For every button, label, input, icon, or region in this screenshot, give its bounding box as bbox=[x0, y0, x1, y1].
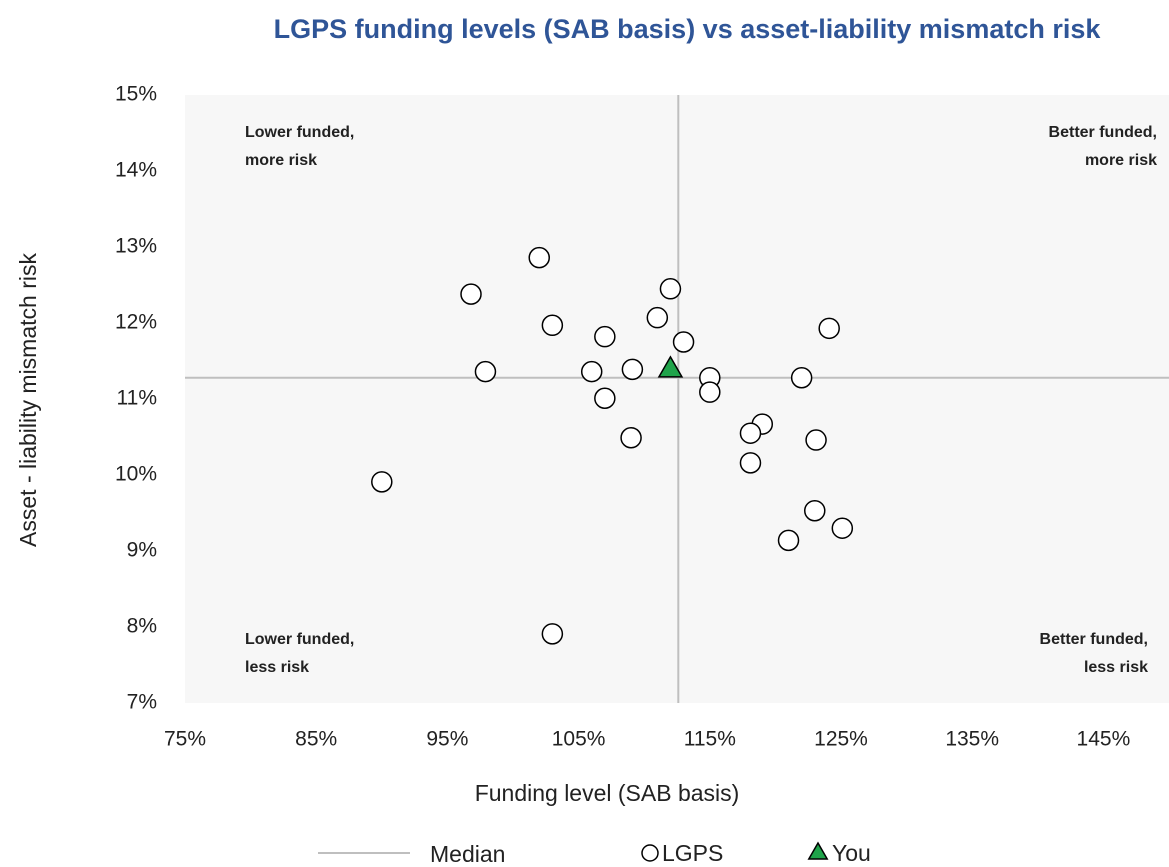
legend-label: You bbox=[832, 840, 871, 866]
data-point bbox=[621, 358, 644, 381]
data-point bbox=[739, 422, 762, 444]
y-tick-label: 10% bbox=[115, 463, 157, 486]
data-point bbox=[541, 314, 564, 337]
y-tick-label: 8% bbox=[127, 615, 157, 638]
x-tick-label: 115% bbox=[684, 728, 736, 751]
x-tick-label: 105% bbox=[552, 728, 606, 751]
quadrant-label: Better funded, bbox=[1040, 631, 1148, 648]
data-point bbox=[777, 529, 800, 552]
x-axis-label: Funding level (SAB basis) bbox=[475, 780, 740, 806]
x-tick-label: 135% bbox=[945, 728, 999, 751]
legend-label: LGPS bbox=[662, 840, 723, 866]
data-point bbox=[460, 283, 482, 305]
y-tick-label: 11% bbox=[117, 387, 157, 410]
data-point bbox=[659, 278, 682, 300]
data-point bbox=[805, 429, 827, 451]
quadrant-label: less risk bbox=[245, 659, 309, 676]
legend-marker bbox=[641, 844, 659, 862]
data-point bbox=[594, 325, 616, 348]
x-tick-label: 145% bbox=[1077, 728, 1131, 751]
y-axis-label: Asset - liability mismatch risk bbox=[15, 253, 41, 547]
data-point bbox=[739, 452, 762, 474]
y-tick-label: 13% bbox=[115, 235, 157, 258]
data-point bbox=[580, 360, 603, 383]
quadrant-label: more risk bbox=[245, 152, 317, 169]
data-point bbox=[371, 471, 393, 493]
legend-marker bbox=[807, 841, 829, 860]
data-point bbox=[594, 387, 616, 409]
data-point bbox=[699, 381, 721, 403]
chart-title: LGPS funding levels (SAB basis) vs asset… bbox=[274, 14, 1102, 44]
data-point bbox=[672, 331, 695, 353]
quadrant-label: Lower funded, bbox=[245, 124, 354, 141]
y-tick-label: 9% bbox=[127, 539, 157, 562]
quadrant-label: more risk bbox=[1085, 152, 1157, 169]
y-tick-label: 15% bbox=[115, 83, 157, 106]
data-point bbox=[528, 246, 550, 269]
y-tick-label: 7% bbox=[127, 691, 157, 714]
data-point bbox=[818, 317, 840, 340]
x-tick-label: 75% bbox=[164, 728, 206, 751]
data-point bbox=[646, 306, 669, 329]
data-point bbox=[541, 623, 564, 645]
x-tick-label: 125% bbox=[814, 728, 868, 751]
quadrant-label: Better funded, bbox=[1049, 124, 1157, 141]
data-point bbox=[790, 366, 813, 389]
quadrant-label: Lower funded, bbox=[245, 631, 354, 648]
x-tick-label: 95% bbox=[426, 728, 468, 751]
data-point bbox=[831, 517, 854, 539]
quadrant-label: less risk bbox=[1084, 659, 1148, 676]
data-point bbox=[804, 499, 826, 522]
data-point bbox=[474, 360, 497, 383]
x-tick-label: 85% bbox=[295, 728, 337, 751]
plot-area bbox=[185, 95, 1169, 703]
data-point bbox=[620, 427, 642, 449]
you-marker bbox=[657, 355, 684, 378]
y-tick-label: 12% bbox=[115, 311, 157, 334]
legend-label: Median bbox=[430, 841, 505, 867]
y-tick-label: 14% bbox=[115, 159, 157, 182]
